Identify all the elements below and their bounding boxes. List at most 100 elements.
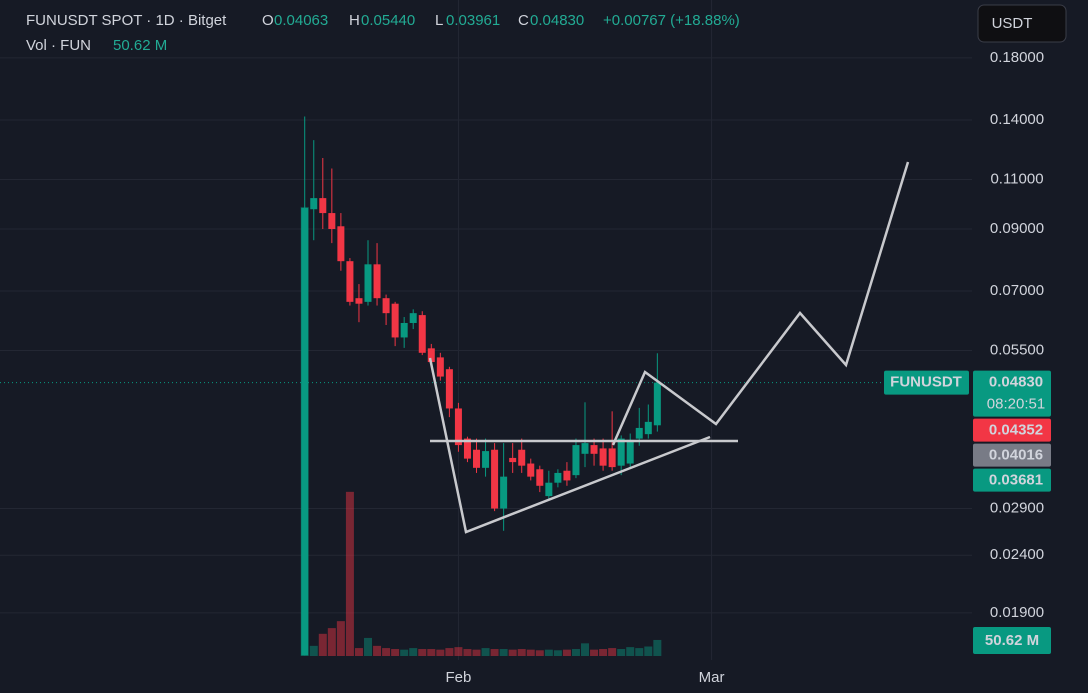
volume-bar xyxy=(644,646,653,656)
x-tick-label: Feb xyxy=(445,669,471,686)
candle-body xyxy=(473,449,481,468)
volume-bar xyxy=(345,491,354,656)
countdown: 08:20:51 xyxy=(987,396,1045,413)
price-tag: 0.03681 xyxy=(989,472,1043,489)
candle-body xyxy=(337,226,345,262)
volume-bar xyxy=(626,647,635,656)
ohlc-key: H xyxy=(349,12,360,29)
candle-body xyxy=(445,369,453,409)
volume-bar xyxy=(562,649,571,656)
candle-body xyxy=(418,315,426,353)
ohlc-value: 0.05440 xyxy=(361,12,415,29)
volume-bar xyxy=(508,649,517,656)
volume-bar xyxy=(309,645,318,656)
candle-body xyxy=(382,298,390,314)
candle-body xyxy=(545,482,553,497)
volume-bar xyxy=(336,621,345,656)
candle-body xyxy=(319,198,327,214)
ohlc-key: L xyxy=(435,12,443,29)
y-tick-label: 0.02900 xyxy=(990,500,1044,517)
candle-body xyxy=(563,470,571,481)
volume-bar xyxy=(571,649,580,656)
candle-body xyxy=(454,408,462,446)
volume-bar xyxy=(391,649,400,656)
candle-body xyxy=(328,213,336,230)
candle-body xyxy=(427,348,435,363)
volume-bar xyxy=(354,648,363,656)
volume-bar xyxy=(382,648,391,656)
symbol: FUNUSDT SPOT · 1D · Bitget xyxy=(26,12,227,29)
volume-bar xyxy=(499,649,508,656)
volume-bar xyxy=(436,649,445,656)
volume-bar xyxy=(454,647,463,656)
volume-bar xyxy=(427,649,436,656)
volume-bar xyxy=(318,633,327,656)
volume-bar xyxy=(364,637,373,656)
volume-key: Vol · FUN xyxy=(26,37,91,54)
candle-body xyxy=(599,448,607,466)
y-tick-label: 0.18000 xyxy=(990,49,1044,66)
candle-body xyxy=(463,438,471,459)
ohlc-value: 0.04063 xyxy=(274,12,328,29)
y-tick-label: 0.07000 xyxy=(990,282,1044,299)
y-tick-label: 0.05500 xyxy=(990,342,1044,359)
candle-body xyxy=(554,472,562,483)
volume-bar xyxy=(617,649,626,656)
candle-body xyxy=(635,427,643,439)
currency-button[interactable] xyxy=(977,4,1067,43)
candle-body xyxy=(500,476,508,509)
price-tag-box xyxy=(973,418,1051,442)
candle-body xyxy=(482,451,490,468)
candle-body xyxy=(346,261,354,302)
change: +0.00767 (+18.88%) xyxy=(603,12,740,29)
volume-bar xyxy=(373,645,382,656)
drawing xyxy=(428,161,910,534)
volume-bar xyxy=(635,648,644,656)
y-tick-label: 0.11000 xyxy=(990,170,1043,187)
ohlc-key: O xyxy=(262,12,274,29)
volume-bar xyxy=(553,650,562,656)
volume-bar xyxy=(581,643,590,656)
candle-body xyxy=(581,443,589,454)
y-tick-label: 0.09000 xyxy=(990,220,1044,237)
candle-body xyxy=(509,457,517,463)
ohlc-key: C xyxy=(518,12,529,29)
volume-tag-box xyxy=(973,627,1051,654)
y-tick-label: 0.14000 xyxy=(990,111,1044,128)
volume-tag: 50.62 M xyxy=(985,632,1039,649)
volume-bar xyxy=(463,649,472,656)
candle-body xyxy=(355,298,363,304)
candle-body xyxy=(617,438,625,466)
candle-body xyxy=(644,421,652,435)
candle-body xyxy=(400,322,408,338)
price-tag-box xyxy=(973,370,1051,417)
projection-drawing xyxy=(611,161,910,446)
volume-bar xyxy=(481,648,490,656)
candle-body xyxy=(518,449,526,466)
trend-drawing xyxy=(428,357,711,534)
candle-body xyxy=(409,313,417,323)
candle-body xyxy=(491,449,499,509)
price-tag-box xyxy=(973,468,1051,492)
currency-label[interactable]: USDT xyxy=(992,15,1033,32)
volume-bar xyxy=(490,649,499,656)
price-tag: 0.04016 xyxy=(989,447,1043,464)
candle-body xyxy=(653,382,661,426)
y-tick-label: 0.01900 xyxy=(990,604,1044,621)
volume-bar xyxy=(544,649,553,656)
candle-body xyxy=(373,264,381,299)
ohlc-value: 0.04830 xyxy=(530,12,584,29)
volume-bar xyxy=(327,628,336,656)
candle-body xyxy=(364,264,372,302)
candle-body xyxy=(626,439,634,464)
candle-body xyxy=(536,469,544,486)
symbol-tag: FUNUSDT xyxy=(890,374,962,391)
candle-body xyxy=(527,463,535,477)
volume-bar xyxy=(472,649,481,656)
price-tag: 0.04830 xyxy=(989,374,1043,391)
volume-bar xyxy=(517,649,526,656)
volume-bar xyxy=(535,650,544,656)
price-tag-box xyxy=(973,443,1051,467)
volume-bar xyxy=(653,639,662,656)
